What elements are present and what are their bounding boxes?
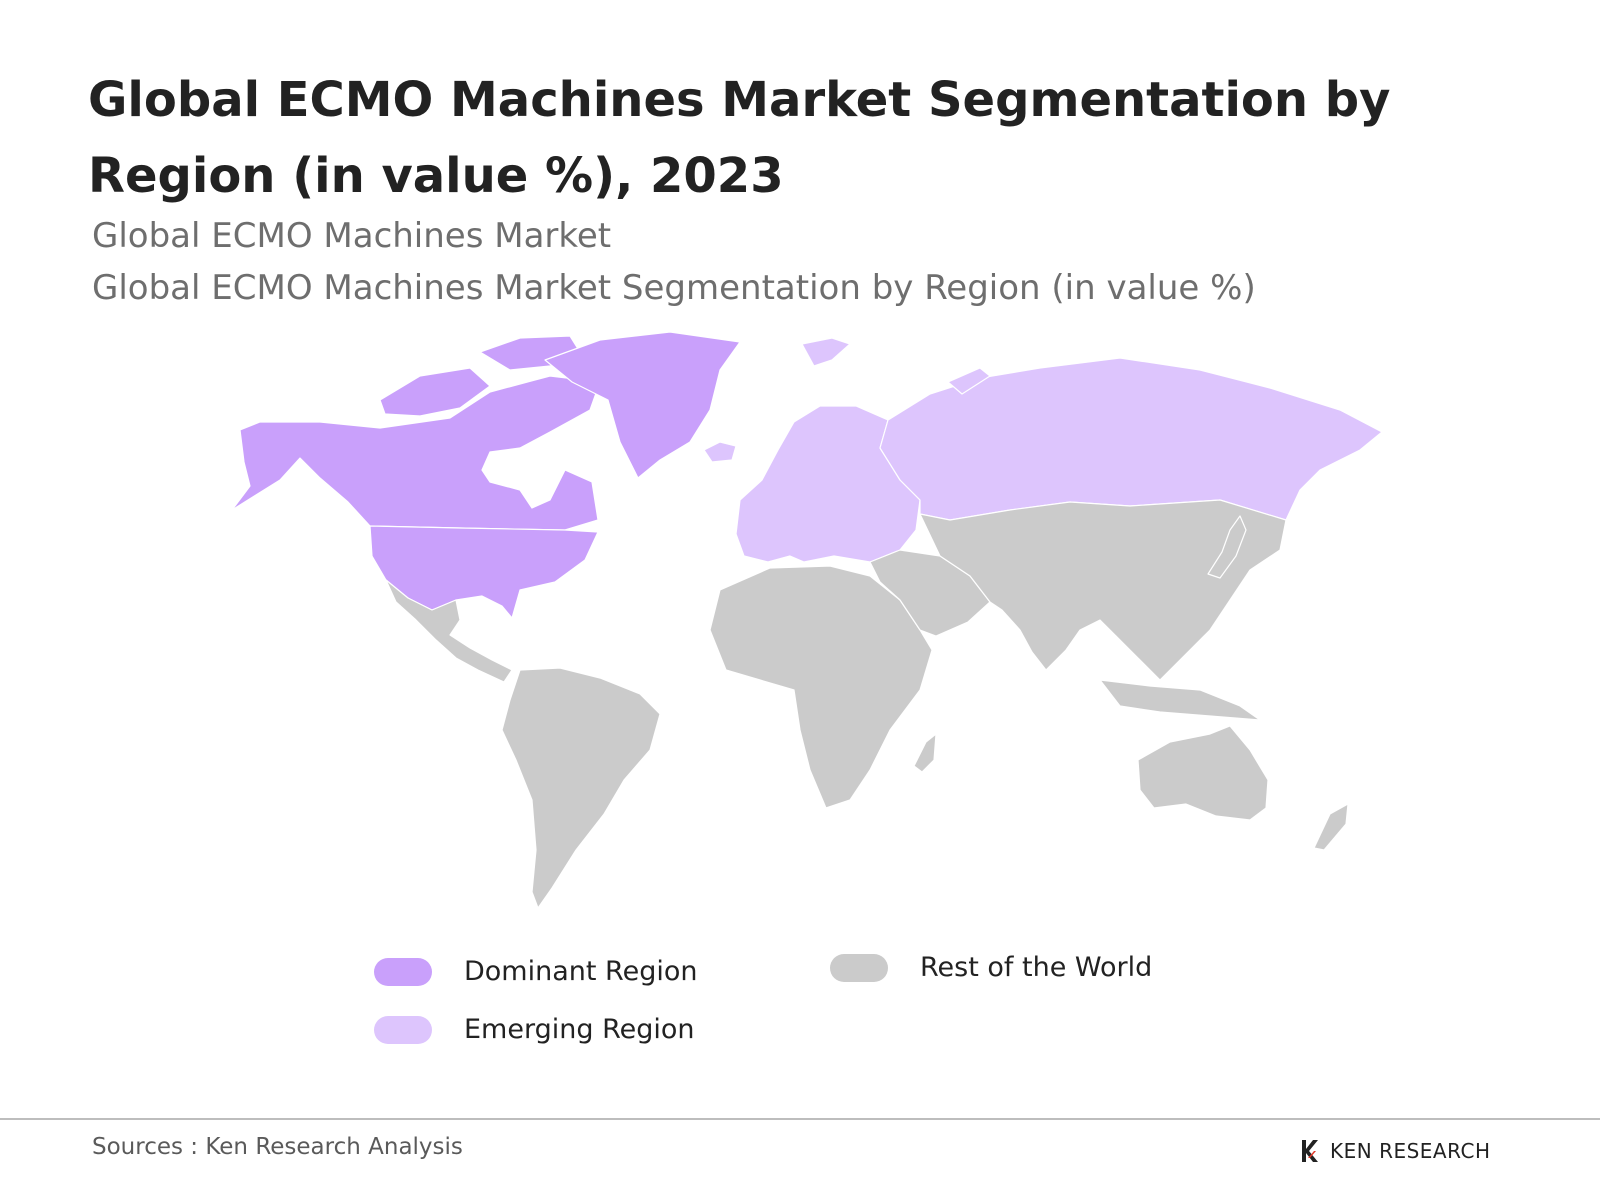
region-canada-alaska bbox=[231, 375, 601, 531]
sources-note: Sources : Ken Research Analysis bbox=[92, 1134, 463, 1160]
footer-divider bbox=[0, 1118, 1600, 1120]
region-australia bbox=[1137, 725, 1269, 821]
legend-label-dominant: Dominant Region bbox=[464, 956, 698, 987]
rest-region-shapes bbox=[385, 499, 1349, 909]
region-arctic-islands bbox=[379, 367, 491, 417]
legend-item-emerging: Emerging Region bbox=[374, 1014, 695, 1045]
region-mexico-central-america bbox=[385, 579, 513, 683]
region-japan bbox=[1207, 515, 1247, 579]
dominant-region-shapes bbox=[231, 331, 741, 619]
chart-title: Global ECMO Machines Market Segmentation… bbox=[88, 72, 1391, 204]
legend-swatch-dominant bbox=[374, 957, 432, 986]
ken-research-logo-icon bbox=[1302, 1140, 1318, 1162]
subtitle-market: Global ECMO Machines Market bbox=[92, 216, 612, 256]
brand-name: KEN RESEARCH bbox=[1330, 1139, 1491, 1163]
legend-swatch-emerging bbox=[374, 1015, 432, 1044]
region-greenland bbox=[544, 331, 741, 479]
region-se-asia-islands bbox=[1099, 679, 1261, 721]
world-map bbox=[231, 331, 1383, 909]
region-russia bbox=[879, 357, 1383, 521]
region-novaya-zemlya bbox=[947, 367, 991, 395]
legend-label-rest: Rest of the World bbox=[920, 952, 1153, 983]
legend-item-dominant: Dominant Region bbox=[374, 956, 697, 987]
legend-swatch-rest bbox=[830, 953, 888, 982]
brand-logo: KEN RESEARCH bbox=[1298, 1138, 1491, 1164]
region-africa bbox=[709, 565, 933, 809]
region-europe bbox=[735, 405, 921, 563]
region-new-zealand bbox=[1313, 803, 1349, 851]
legend-label-emerging: Emerging Region bbox=[464, 1014, 695, 1045]
region-madagascar bbox=[913, 733, 937, 773]
region-asia bbox=[919, 499, 1287, 681]
legend-item-rest: Rest of the World bbox=[830, 952, 1152, 983]
emerging-region-shapes bbox=[703, 337, 1383, 563]
region-iceland bbox=[703, 441, 737, 463]
region-middle-east bbox=[869, 549, 991, 637]
region-south-america bbox=[501, 667, 661, 909]
subtitle-segmentation: Global ECMO Machines Market Segmentation… bbox=[92, 268, 1256, 308]
region-svalbard bbox=[801, 337, 851, 367]
